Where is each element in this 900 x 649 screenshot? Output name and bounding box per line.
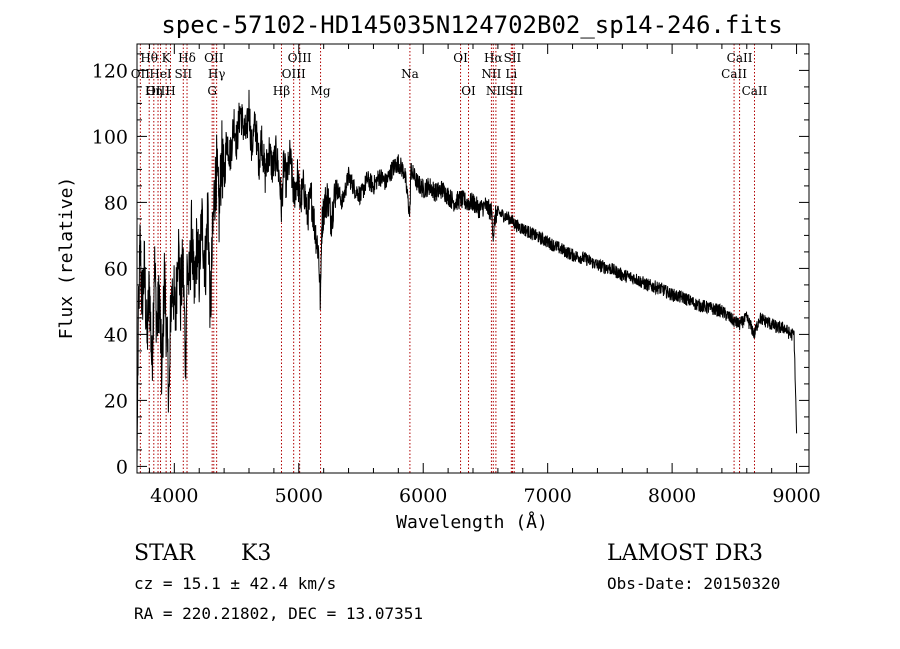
spectral-line-label: Hθ bbox=[140, 51, 158, 65]
spectrum-line bbox=[136, 89, 798, 467]
coordinates: RA = 220.21802, DEC = 13.07351 bbox=[134, 604, 423, 623]
spectral-line-label: CaII bbox=[727, 51, 753, 65]
spectral-line-label: SII bbox=[505, 84, 523, 98]
spectral-line-label: Hα bbox=[484, 51, 503, 65]
spectral-line-label: OIII bbox=[146, 84, 170, 98]
spectral-line-label: Na bbox=[401, 67, 419, 81]
spectral-line-label: Hδ bbox=[178, 51, 196, 65]
y-tick-label: 20 bbox=[104, 390, 128, 412]
spectral-line-markers bbox=[139, 44, 755, 473]
y-tick-label: 80 bbox=[104, 192, 128, 214]
y-tick-label: 120 bbox=[92, 60, 128, 82]
y-tick-label: 100 bbox=[92, 126, 128, 148]
spectral-line-label: NII bbox=[481, 67, 501, 81]
y-tick-label: 40 bbox=[104, 324, 128, 346]
spectral-line-label: CaII bbox=[721, 67, 747, 81]
spectral-line-label: OIII bbox=[282, 67, 306, 81]
spectral-line-label: HeI bbox=[149, 67, 172, 81]
spectral-line-label: Li bbox=[505, 67, 517, 81]
x-axis-label: Wavelength (Å) bbox=[396, 511, 548, 533]
y-tick-label: 60 bbox=[104, 258, 128, 280]
y-axis-label: Flux (relative) bbox=[56, 177, 77, 340]
spectral-line-label: Mg bbox=[311, 84, 331, 98]
spectral-line-label: CaII bbox=[742, 84, 768, 98]
spectral-line-label: G bbox=[207, 84, 217, 98]
plot-frame bbox=[136, 43, 810, 474]
y-axis-ticks: 0 20 40 60 80 100 120 bbox=[92, 53, 809, 478]
x-tick-label: 9000 bbox=[772, 485, 820, 507]
x-axis-ticks: 4000 5000 6000 7000 8000 9000 bbox=[148, 44, 821, 507]
spectral-line-label: NII bbox=[486, 84, 506, 98]
y-tick-label: 0 bbox=[116, 456, 128, 478]
x-tick-label: 7000 bbox=[523, 485, 571, 507]
spectral-line-label: OIII bbox=[288, 51, 312, 65]
spectral-line-label: Hβ bbox=[273, 84, 290, 98]
x-tick-label: 6000 bbox=[399, 485, 447, 507]
x-tick-label: 4000 bbox=[150, 485, 198, 507]
observation-date: Obs-Date: 20150320 bbox=[607, 574, 780, 593]
object-type: STAR bbox=[134, 541, 196, 566]
spectral-line-label: SII bbox=[504, 51, 522, 65]
spectral-line-label: Hγ bbox=[208, 67, 226, 81]
spectral-line-label: OI bbox=[453, 51, 468, 65]
spectral-line-label: H bbox=[165, 84, 175, 98]
object-subclass: K3 bbox=[241, 541, 271, 566]
spectral-line-label: OII bbox=[131, 67, 151, 81]
survey-name: LAMOST DR3 bbox=[607, 541, 763, 566]
x-tick-label: 8000 bbox=[648, 485, 696, 507]
spectral-line-label: OII bbox=[204, 51, 224, 65]
spectral-line-label: OI bbox=[461, 84, 476, 98]
spectral-line-label: SII bbox=[174, 67, 192, 81]
spectral-line-label: K bbox=[162, 51, 172, 65]
x-tick-label: 5000 bbox=[275, 485, 323, 507]
redshift-cz: cz = 15.1 ± 42.4 km/s bbox=[134, 574, 336, 593]
chart-title: spec-57102-HD145035N124702B02_sp14-246.f… bbox=[161, 11, 782, 39]
spectral-line-label: Hη bbox=[145, 84, 163, 98]
